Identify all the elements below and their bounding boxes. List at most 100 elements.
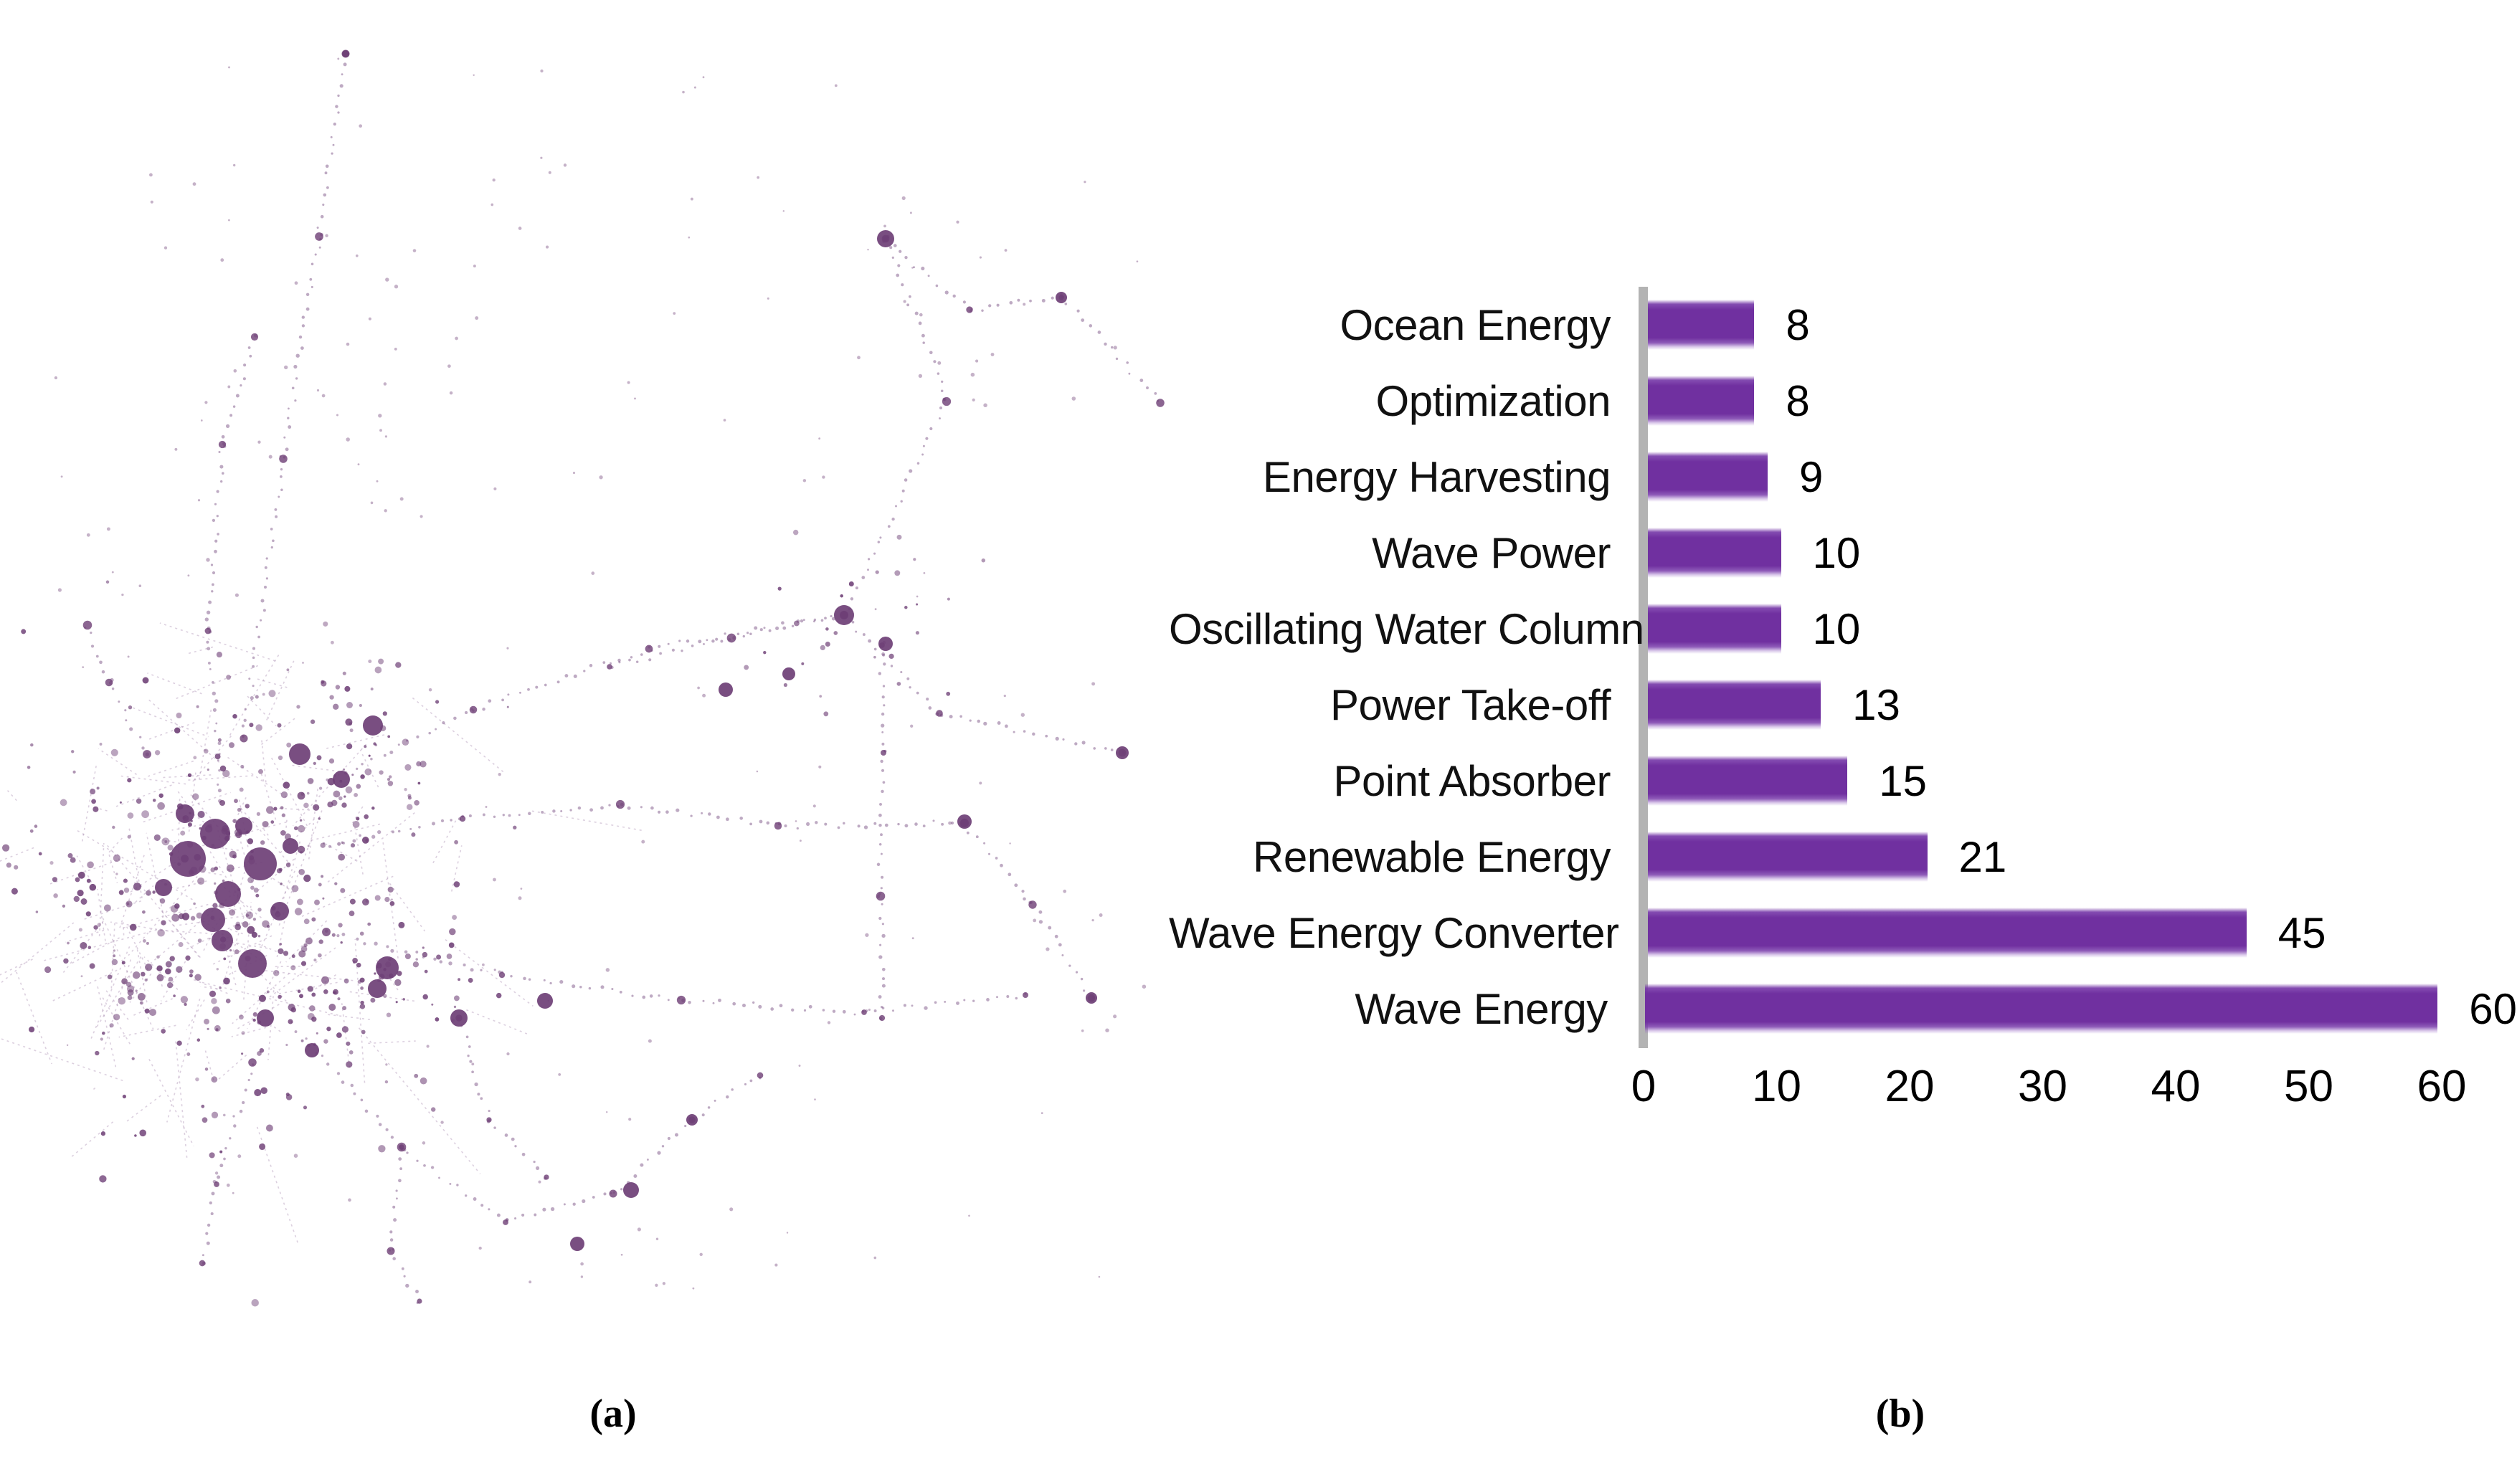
network-edge	[326, 733, 388, 749]
network-node	[373, 742, 376, 746]
network-node	[252, 685, 255, 688]
network-node	[125, 981, 132, 987]
network-node	[360, 1000, 364, 1005]
network-node	[397, 829, 401, 833]
network-node	[278, 755, 283, 761]
network-node	[217, 789, 222, 793]
network-node	[1115, 357, 1119, 361]
network-node	[724, 632, 726, 635]
network-node	[302, 662, 304, 664]
network-node	[420, 515, 423, 518]
network-node	[214, 539, 218, 543]
network-node	[254, 1089, 262, 1097]
network-node	[453, 881, 460, 888]
network-node	[235, 817, 252, 834]
network-node	[939, 417, 941, 420]
network-node	[1051, 296, 1054, 300]
network-node	[1061, 954, 1064, 956]
network-node	[415, 958, 418, 961]
network-node	[1091, 918, 1094, 922]
network-node	[133, 883, 141, 891]
category-label: Wave Energy Converter	[1169, 908, 1619, 957]
network-node	[618, 661, 621, 664]
network-node	[684, 1125, 687, 1128]
network-node	[1089, 324, 1093, 328]
network-node	[265, 557, 268, 560]
network-node	[301, 324, 305, 328]
network-node	[627, 806, 631, 810]
network-edge	[0, 922, 75, 985]
network-edge	[49, 969, 118, 1003]
network-node	[820, 645, 825, 650]
network-node	[66, 1044, 69, 1047]
network-edge	[175, 1041, 188, 1158]
network-edge	[445, 938, 534, 1007]
network-node	[105, 580, 110, 584]
network-node	[395, 662, 402, 668]
network-node	[414, 1073, 419, 1078]
network-node	[214, 503, 217, 505]
network-node	[165, 968, 171, 975]
network-node	[207, 769, 209, 771]
network-node	[100, 1131, 106, 1136]
network-node	[468, 1045, 471, 1048]
network-node	[749, 1079, 753, 1083]
network-node	[252, 656, 255, 660]
network-node	[880, 759, 883, 764]
network-node	[970, 372, 975, 377]
value-label: 8	[1786, 376, 1810, 425]
network-node	[648, 658, 652, 662]
network-node	[480, 969, 483, 971]
value-label: 15	[1879, 756, 1927, 805]
network-node	[187, 822, 192, 827]
network-node	[217, 759, 219, 762]
bar	[1648, 604, 1781, 654]
network-node	[356, 767, 359, 771]
network-node	[206, 1241, 210, 1245]
network-node	[313, 959, 317, 962]
network-node	[181, 913, 190, 921]
network-edge	[325, 1013, 370, 1020]
network-node	[275, 515, 278, 518]
network-node	[288, 407, 290, 410]
network-node	[435, 728, 437, 731]
network-node	[286, 668, 290, 672]
network-node	[227, 385, 231, 389]
network-node	[983, 403, 987, 408]
network-node	[193, 902, 196, 905]
network-node	[867, 558, 871, 561]
network-node	[283, 951, 289, 956]
network-node	[256, 812, 261, 817]
network-node	[340, 941, 343, 944]
network-node	[857, 824, 861, 828]
network-node	[417, 781, 421, 785]
network-node	[135, 989, 138, 992]
network-node	[523, 976, 526, 981]
network-node	[688, 236, 691, 239]
network-node	[165, 961, 172, 968]
network-node	[209, 1201, 212, 1205]
network-node	[341, 932, 346, 936]
network-node	[349, 728, 354, 733]
network-node	[486, 1117, 492, 1123]
network-node	[101, 670, 105, 674]
network-node	[214, 549, 217, 553]
network-node	[87, 946, 92, 949]
network-node	[149, 173, 153, 177]
network-node	[402, 998, 405, 1001]
network-node	[243, 718, 247, 722]
network-node	[173, 994, 176, 997]
network-node	[1099, 913, 1103, 917]
network-node	[99, 743, 103, 746]
network-node	[139, 1001, 143, 1005]
network-node	[341, 73, 343, 76]
network-edge	[102, 959, 132, 1052]
network-node	[418, 826, 421, 829]
network-edge	[123, 903, 212, 929]
network-node	[855, 630, 858, 633]
network-node	[861, 1009, 867, 1015]
network-edge	[266, 659, 295, 720]
network-node	[742, 634, 745, 638]
network-node	[225, 998, 231, 1004]
network-node	[937, 361, 942, 365]
